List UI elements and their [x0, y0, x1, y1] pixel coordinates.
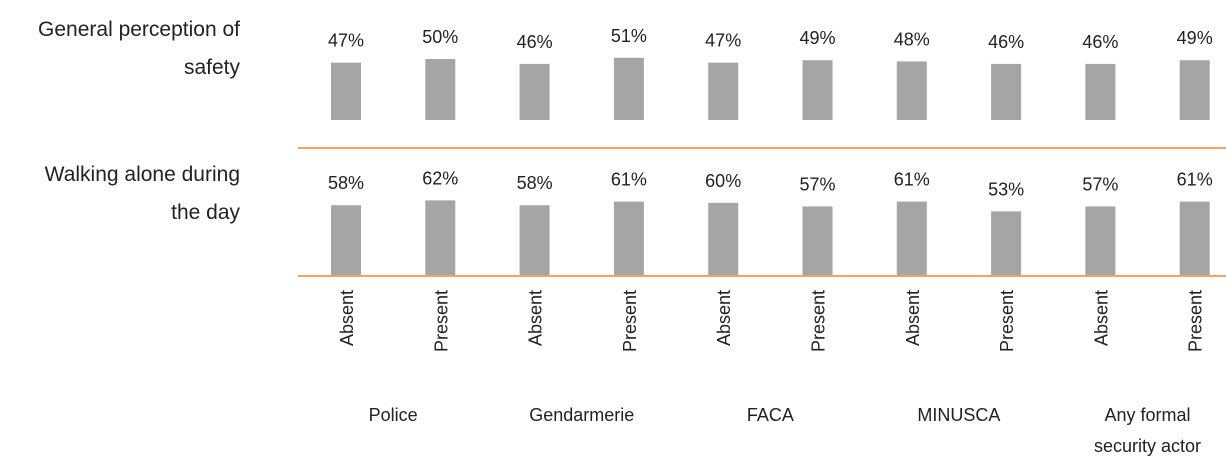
bar [896, 201, 927, 276]
group-label: FACA [746, 405, 794, 425]
value-label: 60% [705, 171, 741, 191]
bar [1085, 206, 1116, 276]
x-tick-label: Present [1186, 290, 1206, 352]
bar [991, 211, 1022, 276]
bar [708, 202, 739, 276]
group-label: MINUSCA [917, 405, 1001, 425]
value-label: 58% [517, 173, 553, 193]
x-tick-label: Absent [337, 290, 357, 346]
x-tick-label: Present [431, 290, 451, 352]
group-label: Gendarmerie [529, 405, 635, 425]
x-tick-label: Present [620, 290, 640, 352]
x-tick-label: Absent [903, 290, 923, 346]
value-label: 61% [1177, 170, 1213, 190]
x-tick-label: Absent [526, 290, 546, 346]
value-label: 46% [1082, 32, 1118, 52]
bar [519, 63, 550, 120]
bar [331, 205, 361, 276]
bar [613, 201, 644, 276]
value-label: 51% [611, 26, 647, 46]
value-label: 57% [1082, 174, 1118, 194]
bar [708, 62, 739, 120]
row-label: General perception of safety [38, 18, 240, 79]
bar [613, 57, 644, 120]
bar [1085, 63, 1116, 120]
value-label: 53% [988, 179, 1024, 199]
bar [1179, 201, 1210, 276]
value-label: 61% [611, 170, 647, 190]
group-label: Police [368, 405, 418, 425]
x-tick-label: Present [997, 290, 1017, 352]
group-label: Any formal security actor [1094, 405, 1202, 456]
bar [425, 59, 456, 120]
x-tick-label: Absent [1091, 290, 1111, 346]
bar [519, 205, 550, 276]
value-label: 49% [799, 28, 835, 48]
value-label: 61% [894, 170, 930, 190]
bar [331, 62, 361, 120]
bar [425, 200, 456, 276]
bar [802, 206, 833, 276]
value-label: 50% [422, 27, 458, 47]
bar [991, 63, 1022, 120]
value-label: 46% [988, 32, 1024, 52]
value-label: 62% [422, 168, 458, 188]
value-label: 58% [328, 173, 364, 193]
x-tick-label: Present [809, 290, 829, 352]
value-label: 57% [799, 174, 835, 194]
bar [1179, 60, 1210, 120]
bar [896, 61, 927, 120]
value-label: 48% [894, 29, 930, 49]
value-label: 47% [705, 31, 741, 51]
row-label: Walking alone during the day [44, 163, 240, 224]
bar [802, 60, 833, 120]
value-label: 49% [1177, 28, 1213, 48]
value-label: 46% [517, 32, 553, 52]
x-tick-label: Absent [714, 290, 734, 346]
value-label: 47% [328, 31, 364, 51]
